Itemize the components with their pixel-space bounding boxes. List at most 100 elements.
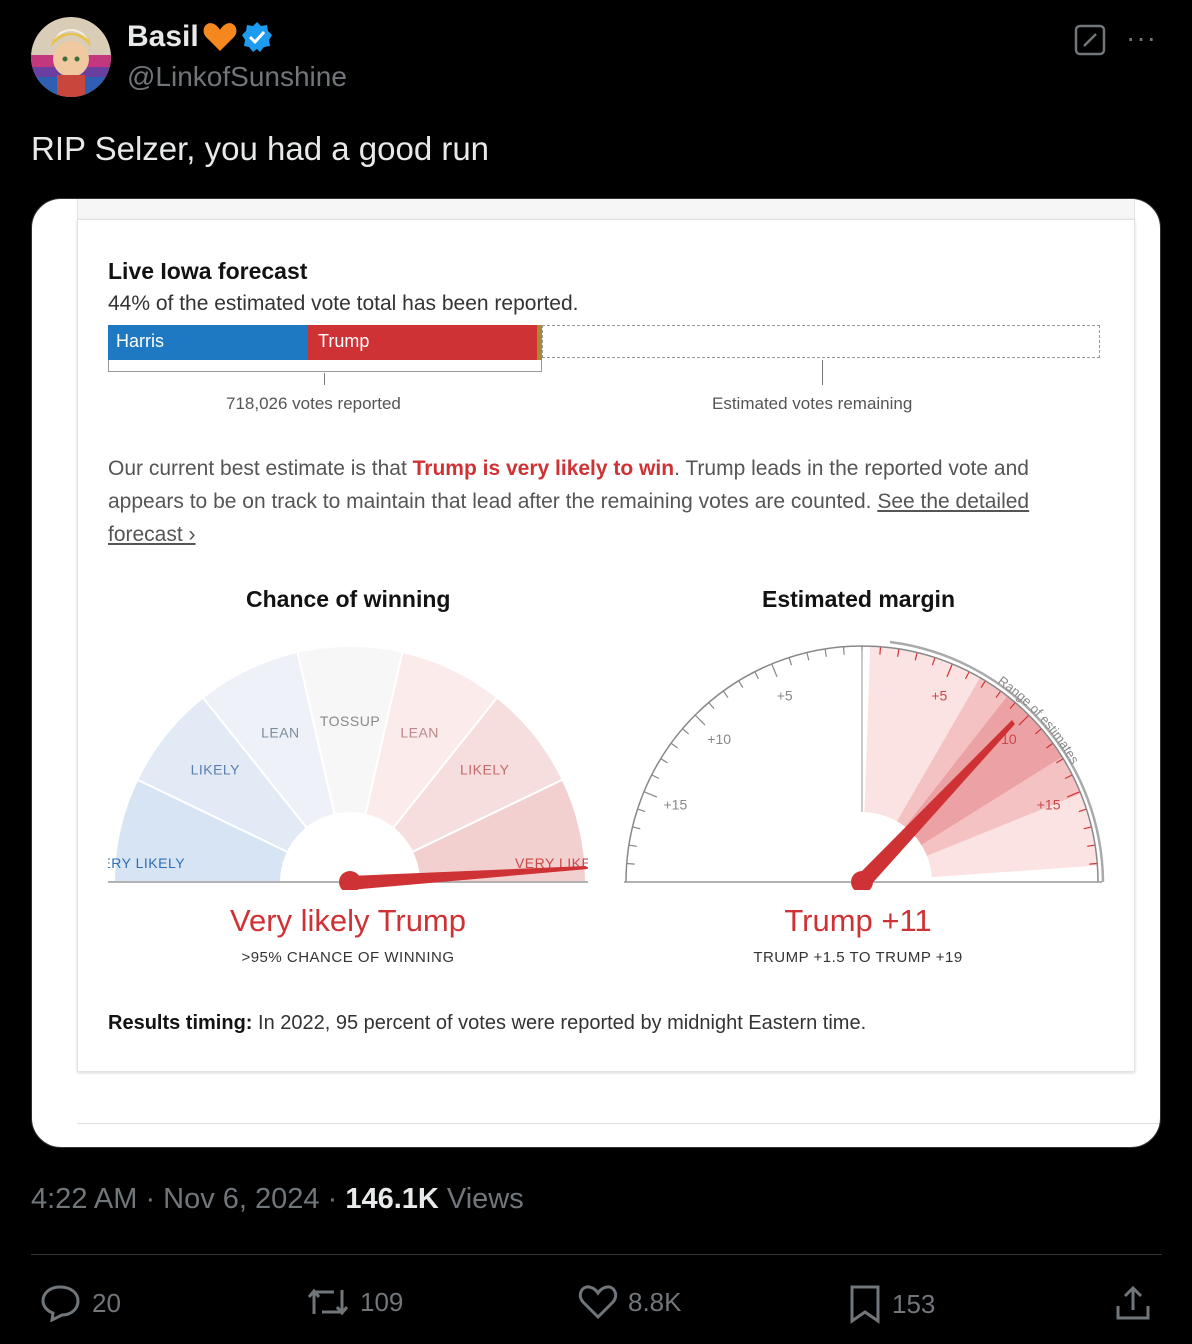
votes-remaining-label: Estimated votes remaining xyxy=(712,394,913,413)
margin-tick xyxy=(708,702,715,710)
like-button[interactable]: 8.8K xyxy=(578,1284,682,1320)
share-button[interactable] xyxy=(1114,1284,1152,1322)
display-name[interactable]: Basil xyxy=(127,20,273,54)
margin-tick-label: +10 xyxy=(707,731,731,747)
chance-segment xyxy=(296,645,404,883)
bar-trump: Trump xyxy=(308,325,537,360)
margin-tick xyxy=(1009,702,1016,710)
margin-tick xyxy=(637,808,646,813)
views-label: Views xyxy=(446,1183,524,1215)
reply-icon xyxy=(41,1285,80,1322)
margin-tick xyxy=(1083,826,1092,830)
margin-tick xyxy=(1034,728,1042,735)
margin-gauge-title: Estimated margin xyxy=(762,586,955,612)
reply-button[interactable]: 20 xyxy=(40,1284,121,1322)
margin-verdict: Trump +11 xyxy=(784,903,932,938)
tweet-text: RIP Selzer, you had a good run xyxy=(31,130,490,167)
timestamp[interactable]: 4:22 AM · Nov 6, 2024 · xyxy=(31,1183,338,1215)
detailed-forecast-link[interactable]: See the detailed forecast › xyxy=(108,490,1030,546)
avatar[interactable] xyxy=(31,17,111,97)
margin-tick xyxy=(651,774,660,780)
share-icon xyxy=(1116,1285,1150,1320)
margin-tick xyxy=(694,714,706,726)
tweet-meta: 4:22 AM · Nov 6, 2024 · 146.1K Views xyxy=(31,1183,524,1216)
margin-tick xyxy=(754,671,760,680)
forecast-subtitle: 44% of the estimated vote total has been… xyxy=(108,292,579,315)
margin-tick xyxy=(946,663,953,678)
timing-text: In 2022, 95 percent of votes were report… xyxy=(252,1012,867,1034)
bar-harris: Harris xyxy=(108,325,308,360)
margin-tick xyxy=(824,648,827,657)
views-count: 146.1K xyxy=(345,1183,439,1215)
votes-reported-label: 718,026 votes reported xyxy=(226,394,401,413)
bar-remaining xyxy=(542,325,1100,358)
margin-tick xyxy=(660,758,668,764)
margin-tick xyxy=(626,862,635,865)
paragraph-text-2: . Trump leads in the reported vote and a… xyxy=(108,457,1029,513)
divider xyxy=(31,1254,1162,1255)
margin-tick xyxy=(632,826,641,830)
margin-needle xyxy=(857,720,1015,888)
margin-tick xyxy=(1056,758,1064,764)
bar-other xyxy=(537,325,542,360)
margin-tick xyxy=(1046,742,1054,749)
chance-segment xyxy=(349,696,564,883)
paragraph-highlight: Trump is very likely to win xyxy=(412,457,675,480)
display-name-text: Basil xyxy=(127,20,199,53)
chance-segment-label: LEAN xyxy=(400,724,439,740)
margin-tick xyxy=(879,646,882,655)
chance-segment-label: LIKELY xyxy=(460,762,510,778)
timing-label: Results timing: xyxy=(108,1012,253,1034)
paragraph-text-1: Our current best estimate is that xyxy=(108,457,413,480)
margin-tick xyxy=(1018,714,1030,726)
grok-icon[interactable] xyxy=(1074,24,1106,56)
margin-tick xyxy=(806,652,810,661)
chance-segment xyxy=(136,696,351,883)
margin-tick xyxy=(931,657,936,666)
repost-icon xyxy=(307,1288,349,1316)
chance-segment-label: TOSSUP xyxy=(320,713,380,729)
margin-tick xyxy=(980,680,986,688)
margin-tick xyxy=(1064,774,1073,780)
results-timing: Results timing: In 2022, 95 percent of v… xyxy=(108,1012,866,1035)
margin-tick xyxy=(964,671,970,680)
chance-segment-label: LEAN xyxy=(261,724,300,740)
margin-tick xyxy=(1078,808,1087,813)
margin-tick xyxy=(788,657,793,666)
handle[interactable]: @LinkofSunshine xyxy=(127,61,347,92)
repost-button[interactable]: 109 xyxy=(306,1284,403,1320)
more-icon[interactable]: ··· xyxy=(1126,22,1157,53)
bracket-tick xyxy=(324,373,325,385)
margin-tick-label: +15 xyxy=(1037,797,1061,813)
margin-tick xyxy=(722,690,729,698)
vote-bar: Harris Trump xyxy=(108,325,1100,360)
margin-gauge: +5+10+15+5+10+15 Range of estimates xyxy=(624,640,1105,890)
margin-tick xyxy=(995,690,1002,698)
chance-gauge: VERY LIKELYLIKELYLEANTOSSUPLEANLIKELYVER… xyxy=(108,645,588,890)
repost-count: 109 xyxy=(360,1286,404,1317)
margin-tick xyxy=(628,844,637,847)
margin-tick xyxy=(682,728,690,735)
remaining-tick xyxy=(822,360,823,385)
forecast-panel: Live Iowa forecast 44% of the estimated … xyxy=(77,219,1135,1072)
bookmark-icon xyxy=(850,1285,880,1324)
margin-tick xyxy=(842,646,845,655)
media-card[interactable]: Live Iowa forecast 44% of the estimated … xyxy=(31,198,1161,1148)
card-divider xyxy=(77,1123,1160,1124)
bookmark-button[interactable]: 153 xyxy=(848,1284,935,1324)
verified-badge-icon[interactable] xyxy=(241,21,273,53)
margin-tick xyxy=(1066,791,1081,798)
margin-tick xyxy=(643,791,658,798)
bar-bracket xyxy=(108,360,542,372)
margin-detail: TRUMP +1.5 TO TRUMP +19 xyxy=(753,949,963,966)
margin-tick-label: +5 xyxy=(931,687,947,703)
bookmark-count: 153 xyxy=(892,1288,936,1319)
forecast-title: Live Iowa forecast xyxy=(108,258,308,284)
chance-gauge-title: Chance of winning xyxy=(246,586,451,612)
margin-tick xyxy=(1089,862,1098,865)
margin-tick xyxy=(897,648,900,657)
heart-emoji-icon xyxy=(203,23,237,51)
chance-needle xyxy=(350,866,588,890)
margin-tick xyxy=(771,663,778,678)
like-count: 8.8K xyxy=(628,1286,682,1317)
